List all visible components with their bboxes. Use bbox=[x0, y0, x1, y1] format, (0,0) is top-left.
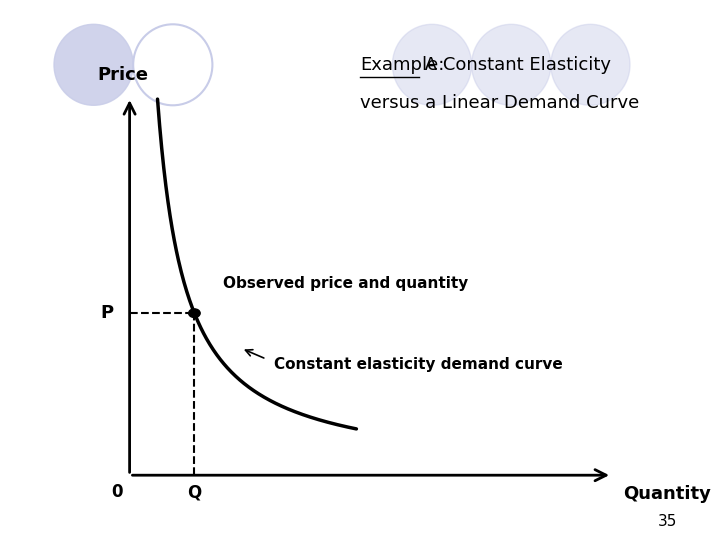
Text: 0: 0 bbox=[111, 483, 122, 502]
Text: Example:: Example: bbox=[360, 56, 444, 74]
Text: 35: 35 bbox=[657, 514, 677, 529]
Text: Q: Q bbox=[187, 483, 202, 502]
Text: Quantity: Quantity bbox=[623, 485, 711, 503]
Text: versus a Linear Demand Curve: versus a Linear Demand Curve bbox=[360, 93, 639, 112]
Text: Constant elasticity demand curve: Constant elasticity demand curve bbox=[274, 357, 562, 372]
Text: Price: Price bbox=[97, 66, 148, 84]
Text: P: P bbox=[100, 304, 113, 322]
Text: A Constant Elasticity: A Constant Elasticity bbox=[419, 56, 611, 74]
Text: Observed price and quantity: Observed price and quantity bbox=[223, 276, 469, 291]
